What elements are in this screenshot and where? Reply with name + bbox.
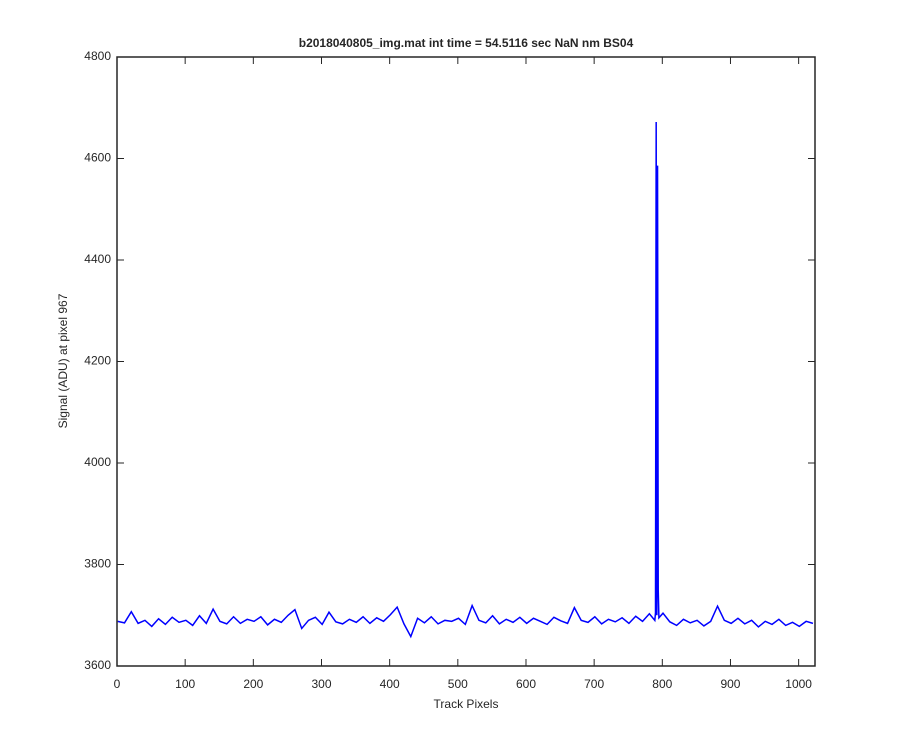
y-tick-label: 3800 — [84, 557, 111, 571]
chart-title: b2018040805_img.mat int time = 54.5116 s… — [299, 36, 634, 50]
y-tick-label: 3600 — [84, 658, 111, 672]
x-tick-label: 0 — [114, 677, 121, 691]
y-tick-label: 4400 — [84, 252, 111, 266]
x-tick-label: 500 — [448, 677, 468, 691]
x-tick-label: 900 — [720, 677, 740, 691]
x-tick-label: 400 — [380, 677, 400, 691]
x-tick-label: 1000 — [785, 677, 812, 691]
x-axis-label: Track Pixels — [434, 697, 499, 711]
y-tick-label: 4600 — [84, 151, 111, 165]
x-tick-label: 200 — [243, 677, 263, 691]
y-tick-label: 4800 — [84, 49, 111, 63]
x-tick-label: 800 — [652, 677, 672, 691]
x-tick-label: 600 — [516, 677, 536, 691]
x-tick-label: 100 — [175, 677, 195, 691]
y-axis-label: Signal (ADU) at pixel 967 — [56, 293, 70, 428]
y-tick-label: 4000 — [84, 455, 111, 469]
y-tick-label: 4200 — [84, 354, 111, 368]
plot-frame — [116, 56, 816, 667]
x-tick-label: 700 — [584, 677, 604, 691]
data-line — [117, 121, 814, 639]
x-tick-label: 300 — [311, 677, 331, 691]
